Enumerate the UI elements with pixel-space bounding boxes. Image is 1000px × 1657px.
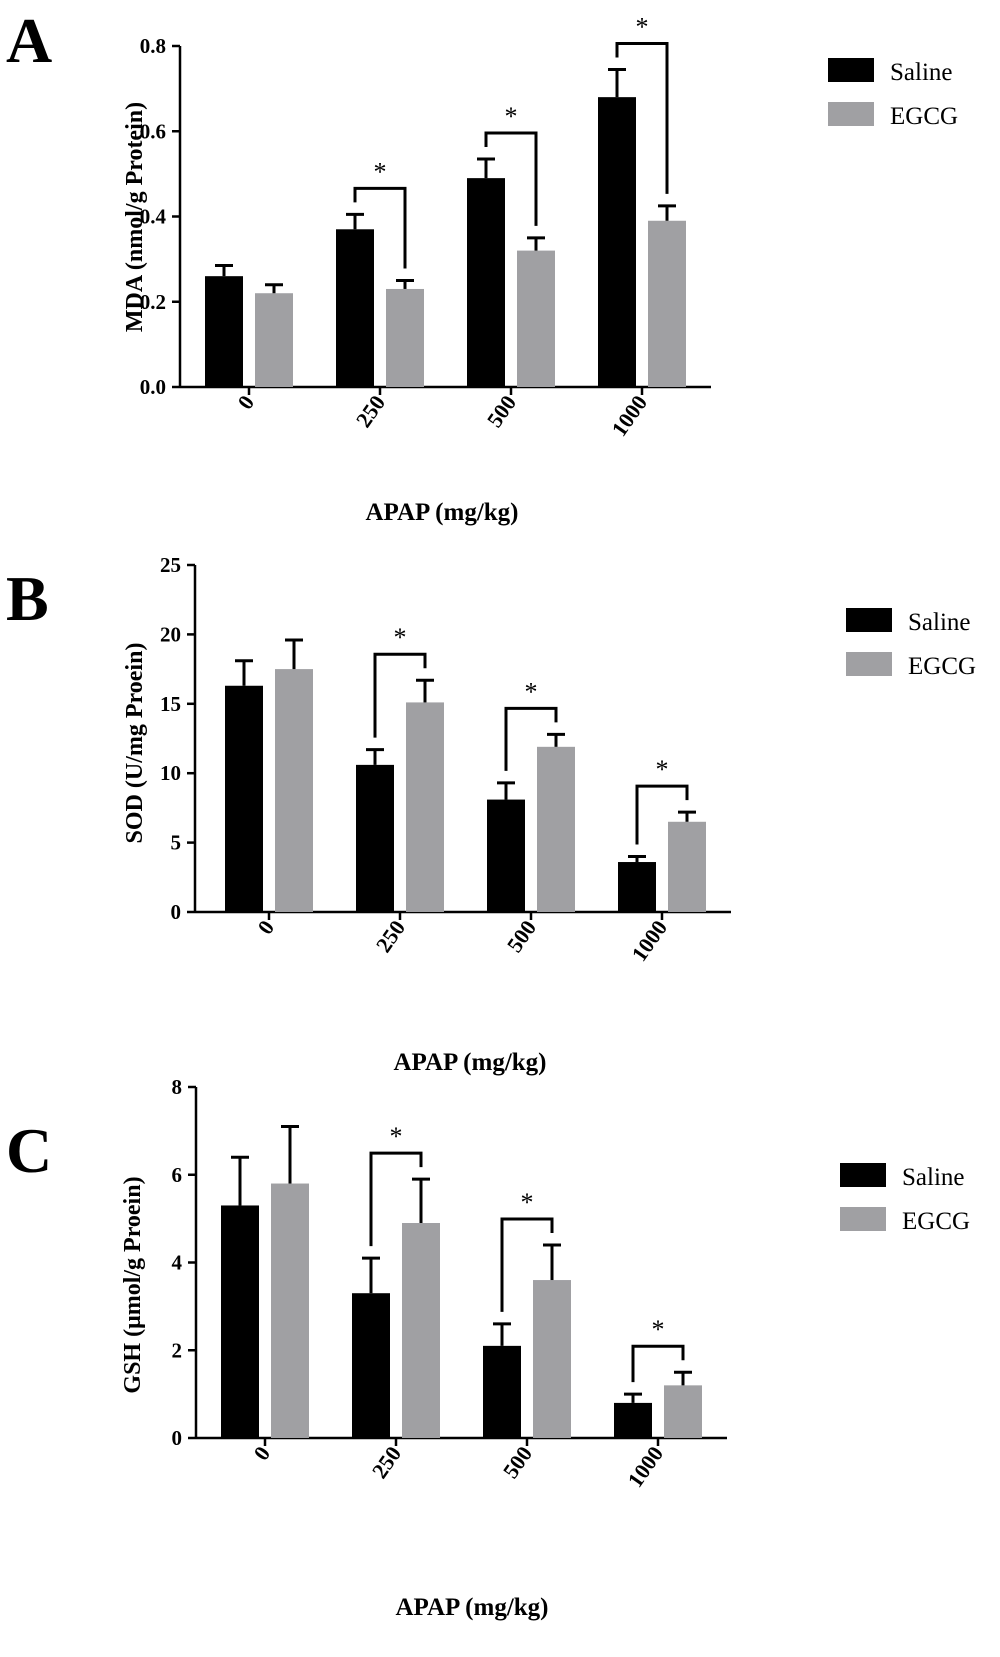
x-tick-label: 1000 [622,1442,668,1492]
y-tick-label: 15 [160,692,181,716]
bar-egcg-500 [537,746,575,912]
x-tick-label: 500 [498,1442,537,1483]
bar-saline-250 [352,1293,390,1438]
y-tick-label: 4 [172,1251,183,1275]
bar-saline-250 [356,764,394,912]
significance-bracket [631,1344,685,1383]
y-tick-label: 6 [172,1163,183,1187]
bar-saline-500 [483,1345,521,1438]
legend: Saline EGCG [828,58,958,130]
legend-swatch-egcg [840,1207,886,1231]
panel-letter: C [6,1115,52,1186]
significance-star: * [636,12,649,41]
significance-star: * [652,1315,665,1344]
bar-egcg-0 [275,669,313,912]
panel-letter: B [6,563,49,634]
legend: Saline EGCG [840,1163,970,1235]
legend-label-saline: Saline [902,1164,965,1191]
x-tick-label: 250 [367,1442,406,1483]
bar-saline-0 [221,1205,259,1438]
bar-saline-250 [336,229,374,387]
bar-saline-0 [205,276,243,387]
bar-egcg-250 [402,1223,440,1438]
y-tick-label: 0.0 [140,375,166,399]
legend-label-egcg: EGCG [902,1208,970,1235]
bar-egcg-1000 [664,1385,702,1438]
y-tick-label: 25 [160,553,181,577]
bar-saline-1000 [598,97,636,388]
bar-saline-1000 [618,862,656,912]
y-tick-label: 8 [172,1075,183,1099]
bar-saline-500 [467,178,505,387]
significance-star: * [525,677,538,706]
legend-label-saline: Saline [908,609,971,636]
significance-star: * [521,1188,534,1217]
bar-egcg-1000 [668,821,706,912]
x-tick-label: 1000 [626,916,672,966]
bar-egcg-500 [533,1280,571,1438]
significance-bracket [615,41,669,194]
bar-saline-0 [225,685,263,912]
x-tick-label: 500 [482,391,521,432]
bar-saline-1000 [614,1402,652,1438]
bar-egcg-0 [255,293,293,387]
legend-swatch-saline [828,58,874,82]
significance-star: * [656,755,669,784]
x-axis-title: APAP (mg/kg) [394,1049,547,1076]
y-tick-label: 0.6 [140,119,166,143]
legend: Saline EGCG [846,608,976,680]
bar-egcg-0 [271,1183,309,1438]
panel-c: C GSH (μmol/g Proein) APAP (mg/kg) Salin… [6,1075,970,1621]
significance-bracket [484,131,538,226]
x-tick-label: 0 [252,916,279,939]
bar-egcg-1000 [648,220,686,387]
x-tick-label: 250 [351,391,390,432]
y-tick-label: 0 [171,900,182,924]
legend-swatch-saline [840,1163,886,1187]
y-tick-label: 20 [160,622,181,646]
y-tick-label: 0.4 [140,205,167,229]
x-tick-label: 250 [371,916,410,957]
significance-bracket [353,186,407,269]
y-tick-label: 0.2 [140,290,166,314]
y-axis-title: MDA (nmol/g Protein) [122,102,148,332]
y-tick-label: 10 [160,761,181,785]
y-tick-label: 0.8 [140,34,166,58]
y-tick-label: 5 [171,831,182,855]
y-axis-title: SOD (U/mg Proein) [122,643,148,844]
x-tick-label: 0 [232,391,259,414]
x-axis-title: APAP (mg/kg) [396,1594,549,1621]
significance-bracket [373,652,427,738]
legend-label-saline: Saline [890,59,953,86]
panel-a: A MDA (nmol/g Protein) APAP (mg/kg) Sali… [6,5,958,526]
legend-label-egcg: EGCG [908,653,976,680]
significance-bracket [500,1217,554,1312]
legend-label-egcg: EGCG [890,103,958,130]
legend-swatch-egcg [846,652,892,676]
x-tick-label: 0 [248,1442,275,1465]
significance-bracket [369,1151,423,1247]
legend-swatch-egcg [828,102,874,126]
x-tick-label: 500 [502,916,541,957]
x-tick-label: 1000 [606,391,652,441]
significance-star: * [505,102,518,131]
y-tick-label: 0 [172,1426,183,1450]
y-axis-title: GSH (μmol/g Proein) [120,1176,146,1393]
x-axis-title: APAP (mg/kg) [366,499,519,526]
bar-egcg-250 [406,702,444,912]
bar-egcg-250 [386,288,424,387]
significance-star: * [390,1122,403,1151]
bar-egcg-500 [517,250,555,387]
significance-bracket [504,706,558,771]
significance-star: * [374,157,387,186]
significance-star: * [394,623,407,652]
bar-saline-500 [487,799,525,912]
y-tick-label: 2 [172,1338,183,1362]
significance-bracket [635,784,689,845]
legend-swatch-saline [846,608,892,632]
panel-b: B SOD (U/mg Proein) APAP (mg/kg) Saline … [6,553,976,1076]
panel-letter: A [6,5,52,76]
